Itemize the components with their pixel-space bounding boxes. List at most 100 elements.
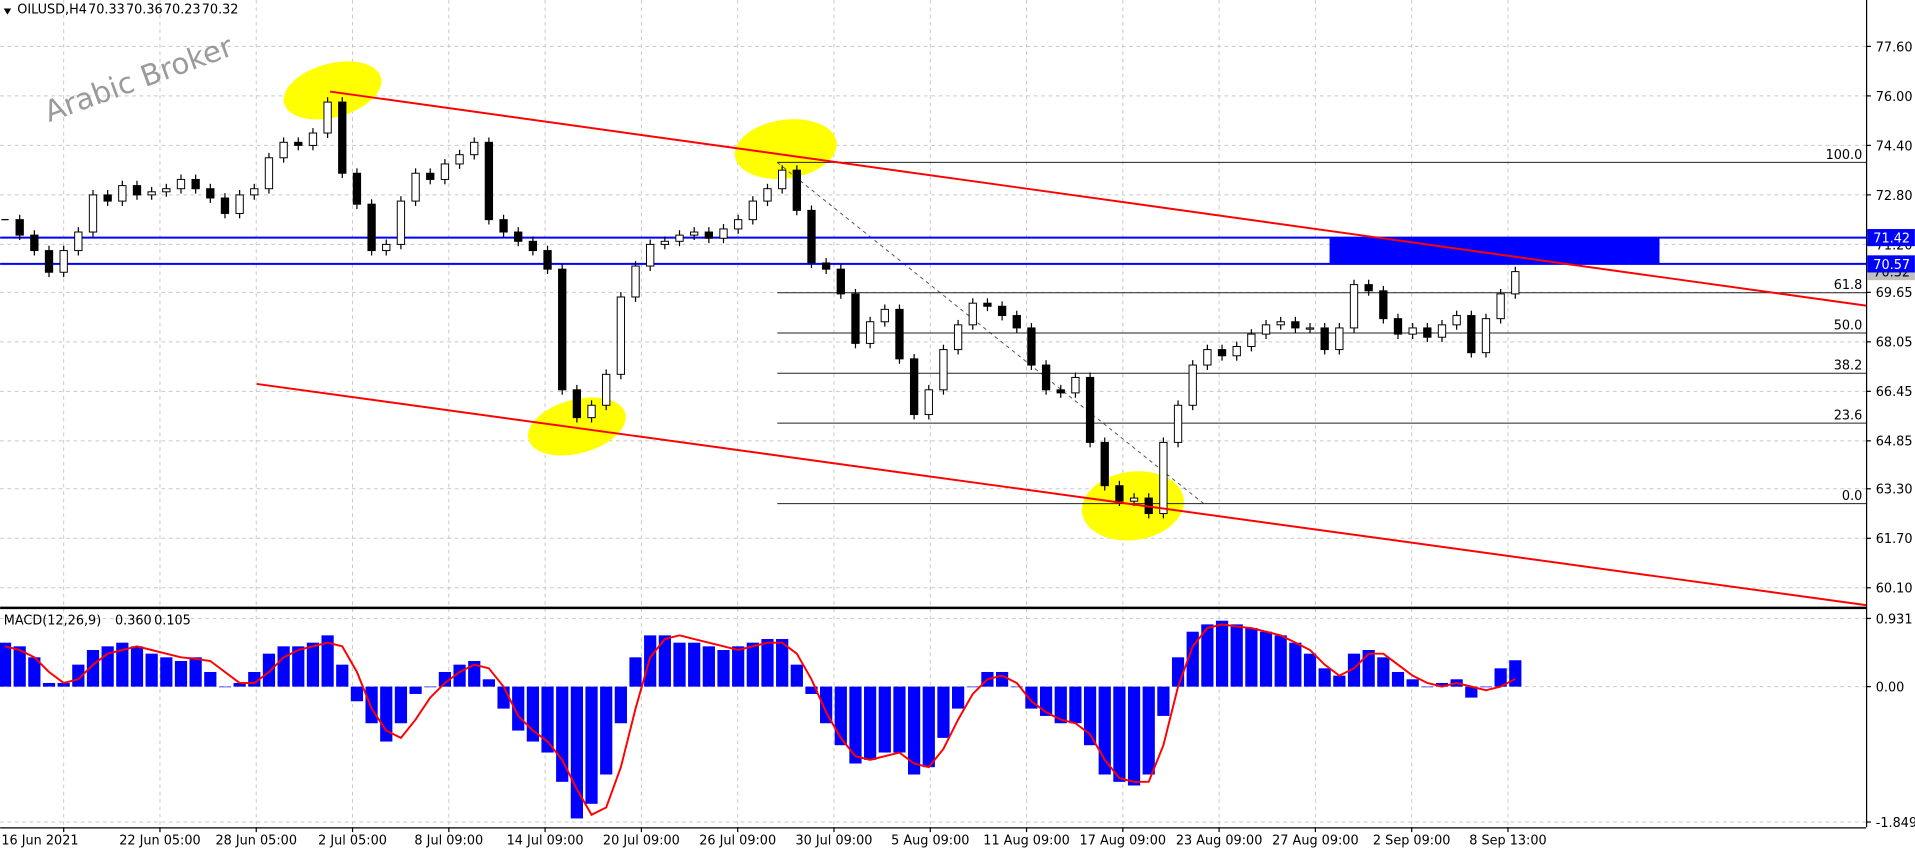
candle — [1041, 364, 1051, 391]
candle — [1452, 315, 1461, 326]
candle — [514, 231, 523, 242]
histogram-bar — [145, 653, 158, 687]
histogram-bar — [233, 682, 246, 687]
label-layer: 77.6076.0074.4072.8071.2069.6568.0566.45… — [1, 40, 1915, 848]
histogram-bar — [1157, 686, 1170, 716]
candle — [44, 250, 54, 273]
candle — [1291, 321, 1300, 329]
candle — [675, 234, 684, 242]
histogram-bar — [541, 686, 554, 753]
x-tick-label: 2 Jul 05:00 — [318, 833, 387, 848]
histogram-bar — [0, 642, 12, 687]
x-tick-label: 22 Jun 05:00 — [119, 833, 201, 848]
histogram-bar — [732, 646, 745, 687]
x-tick-label: 17 Aug 09:00 — [1080, 833, 1167, 848]
candle — [1349, 284, 1359, 329]
trendline — [329, 90, 1867, 307]
x-tick-label: 2 Sep 09:00 — [1373, 833, 1450, 848]
candle — [264, 157, 274, 190]
x-tick-label: 14 Jul 09:00 — [507, 833, 584, 848]
price-tag — [1867, 229, 1915, 247]
x-tick-label: 8 Sep 13:00 — [1469, 833, 1546, 848]
histogram-bar — [174, 660, 188, 687]
histogram-bar — [336, 664, 349, 687]
candle — [103, 194, 112, 202]
candle — [132, 185, 142, 196]
candle — [851, 293, 860, 344]
histogram-bar — [394, 686, 408, 724]
y-tick-label: 68.05 — [1876, 336, 1913, 351]
y-tick-label: 76.00 — [1876, 90, 1913, 105]
candle — [396, 200, 406, 245]
signal-line — [4, 623, 1516, 817]
y-tick-label: 63.30 — [1876, 483, 1913, 498]
histogram-bar — [952, 686, 965, 709]
candle — [924, 389, 933, 416]
histogram-bar — [966, 686, 979, 688]
candle — [1085, 376, 1095, 443]
candle — [572, 389, 582, 419]
candle — [1173, 404, 1183, 443]
candle — [352, 172, 362, 205]
candle — [308, 132, 318, 146]
candle — [558, 268, 567, 391]
highlight-ellipse — [734, 119, 837, 179]
candle — [426, 172, 435, 180]
candle — [220, 197, 230, 214]
candle — [1423, 327, 1432, 338]
indicator-title: MACD(12,26,9) — [4, 613, 101, 628]
histogram-bar — [1201, 624, 1214, 687]
histogram-bar — [277, 646, 290, 687]
histogram-bar — [702, 646, 715, 687]
candle — [734, 219, 743, 230]
histogram-bar — [1479, 686, 1493, 688]
candle — [30, 234, 39, 252]
y-tick-label: 64.85 — [1876, 435, 1913, 450]
y-tick-label: 72.80 — [1876, 189, 1913, 204]
candle — [1481, 318, 1491, 354]
fib-label: 38.2 — [1834, 359, 1863, 374]
candle — [807, 209, 816, 264]
candle — [1364, 284, 1373, 292]
y-tick-label: 0.931 — [1876, 612, 1913, 627]
candle — [1511, 271, 1520, 295]
candle — [440, 163, 450, 180]
y-tick-label: 77.60 — [1876, 40, 1913, 55]
histogram-bar — [658, 635, 671, 687]
x-tick-label: 28 Jun 05:00 — [215, 833, 297, 848]
candle — [1129, 497, 1139, 502]
candle — [602, 373, 611, 406]
highlight-ellipse — [283, 61, 382, 120]
histogram-bar — [116, 642, 129, 687]
histogram-bar — [350, 686, 364, 702]
plot-layer: 100.0 61.8 50.0 38.2 23.6 0.0 — [0, 90, 1867, 819]
candle — [1247, 333, 1256, 347]
histogram-bar — [717, 650, 730, 687]
dropdown-icon[interactable] — [3, 8, 12, 15]
candle — [1100, 441, 1109, 487]
y-tick-label: 66.45 — [1876, 385, 1913, 400]
histogram-bar — [1186, 631, 1199, 687]
histogram-bar — [1274, 635, 1287, 687]
histogram-bar — [218, 686, 232, 688]
histogram-bar — [878, 686, 891, 753]
fib-label: 23.6 — [1834, 408, 1863, 423]
candle — [1408, 327, 1417, 335]
histogram-bar — [556, 686, 569, 782]
histogram-bar — [1039, 686, 1053, 716]
histogram-bar — [790, 664, 803, 687]
histogram-bar — [1333, 675, 1346, 687]
indicator-main: 0.360 — [115, 613, 152, 628]
histogram-bar — [864, 686, 877, 760]
fib-label: 100.0 — [1826, 148, 1863, 163]
candle — [1335, 327, 1344, 351]
x-tick-label: 16 Jun 2021 — [1, 833, 78, 848]
candle — [294, 141, 303, 146]
candle — [1379, 290, 1388, 320]
candle — [1437, 324, 1447, 338]
candle — [616, 296, 626, 375]
histogram-bar — [1377, 657, 1390, 687]
histogram-bar — [189, 657, 202, 687]
candle — [1305, 327, 1315, 330]
